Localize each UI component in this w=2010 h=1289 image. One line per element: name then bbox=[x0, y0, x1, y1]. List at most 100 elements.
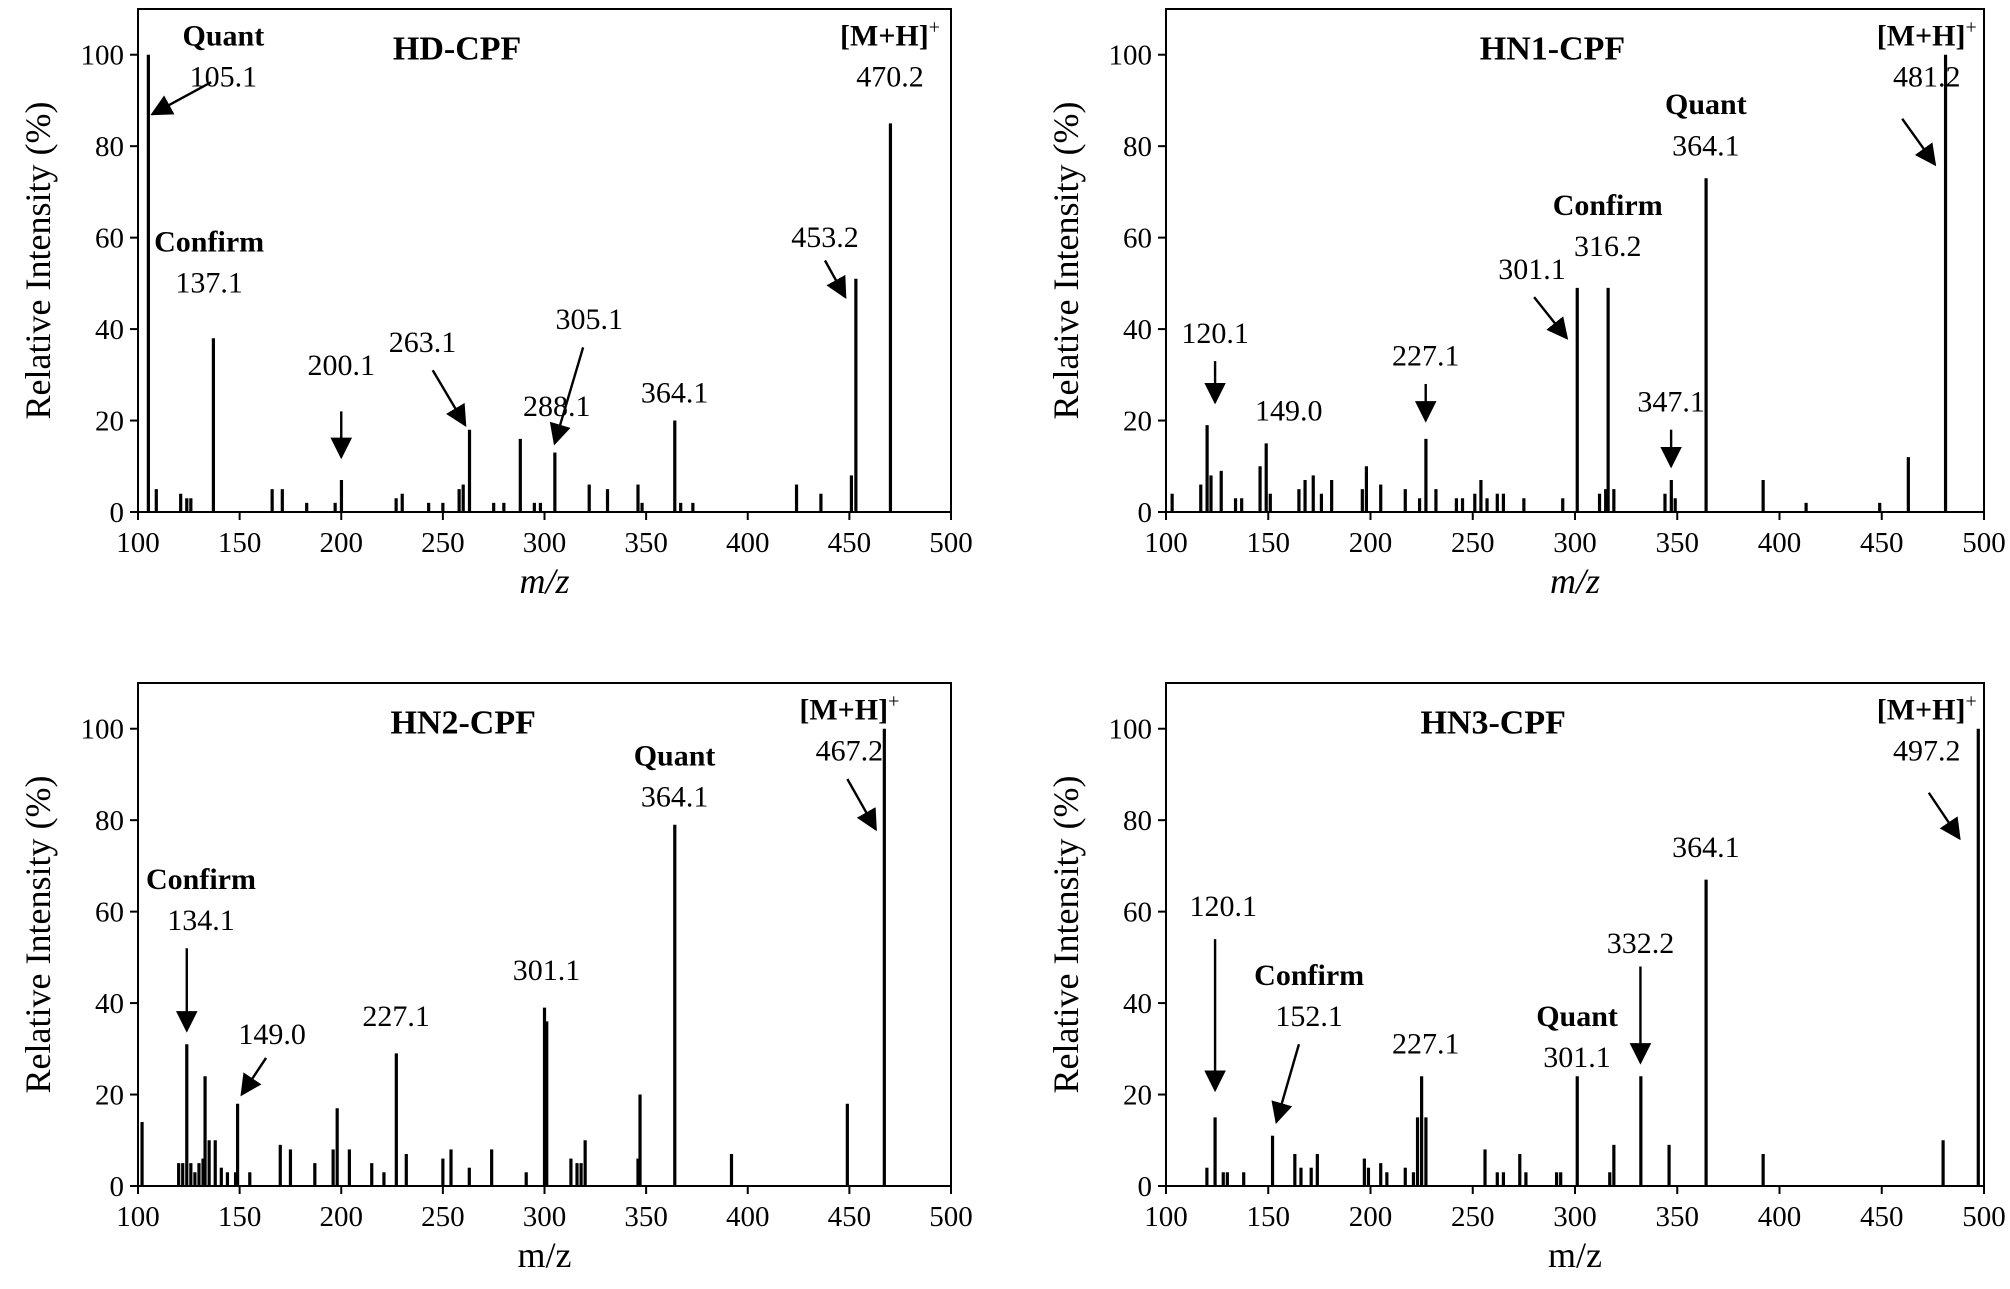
x-tick-label: 150 bbox=[1247, 527, 1291, 559]
annotation-mz-label: 453.2 bbox=[791, 221, 859, 254]
annotation-bold-label: [M+H]+ bbox=[1877, 691, 1977, 727]
spectrum-panel: 0 20 40 60 80 100 100 150 200 250 300 350 400 450 500 m… bbox=[18, 8, 973, 601]
x-tick-label: 250 bbox=[1451, 1201, 1495, 1233]
plot-frame bbox=[1165, 682, 1985, 1187]
x-tick-label: 300 bbox=[1553, 527, 1597, 559]
annotation-mz-label: 149.0 bbox=[1255, 395, 1323, 428]
annotation-arrow bbox=[1271, 1043, 1301, 1125]
annotation-mz-label: 227.1 bbox=[1392, 1027, 1460, 1060]
annotation-mz-label: 120.1 bbox=[1190, 890, 1258, 923]
y-tick-label: 20 bbox=[95, 1080, 124, 1112]
x-axis-label: m/z bbox=[1550, 561, 1600, 601]
panel-title: HN2-CPF bbox=[390, 704, 535, 741]
y-tick-label: 40 bbox=[1123, 988, 1152, 1020]
x-axis-label: m/z bbox=[518, 1235, 572, 1275]
annotation-mz-label: 263.1 bbox=[389, 326, 457, 359]
annotation-bold-label: [M+H]+ bbox=[1877, 17, 1977, 53]
annotation-mz-label: 467.2 bbox=[816, 735, 884, 768]
annotation-mz-label: 288.1 bbox=[523, 390, 591, 423]
x-tick-label: 300 bbox=[523, 1201, 567, 1233]
annotation-bold-label: [M+H]+ bbox=[840, 17, 940, 53]
annotation-arrow bbox=[823, 259, 847, 299]
annotation-mz-label: 497.2 bbox=[1893, 735, 1961, 768]
annotation-bold-label: Confirm bbox=[146, 863, 256, 896]
spectrum-panel: 0 20 40 60 80 100 100 150 200 250 300 350 400 450 500 m… bbox=[18, 682, 973, 1275]
x-tick-label: 300 bbox=[523, 527, 567, 559]
annotation-mz-label: 200.1 bbox=[308, 349, 376, 382]
x-axis-label: m/z bbox=[519, 561, 569, 601]
annotation-bold-label: Quant bbox=[634, 739, 716, 772]
annotation-mz-label: 120.1 bbox=[1181, 317, 1249, 350]
x-tick-label: 200 bbox=[320, 1201, 364, 1233]
x-tick-label: 300 bbox=[1553, 1201, 1597, 1233]
annotation-mz-label: 134.1 bbox=[167, 904, 235, 937]
x-tick-label: 100 bbox=[116, 527, 160, 559]
annotation-mz-label: 470.2 bbox=[856, 61, 924, 94]
annotation-arrow bbox=[1901, 118, 1937, 167]
annotation-arrow bbox=[240, 1057, 268, 1097]
x-tick-label: 100 bbox=[116, 1201, 160, 1233]
annotation-mz-label: 227.1 bbox=[362, 1000, 430, 1033]
x-tick-label: 500 bbox=[929, 527, 973, 559]
y-tick-label: 100 bbox=[81, 714, 125, 746]
x-tick-label: 150 bbox=[218, 1201, 262, 1233]
y-tick-label: 60 bbox=[1123, 223, 1152, 255]
annotation-mz-label: 152.1 bbox=[1275, 1000, 1343, 1033]
annotation-mz-label: 305.1 bbox=[555, 303, 623, 336]
y-tick-label: 80 bbox=[1123, 131, 1152, 163]
x-tick-label: 400 bbox=[1758, 1201, 1802, 1233]
annotation-arrow bbox=[846, 778, 877, 832]
x-tick-label: 100 bbox=[1144, 527, 1188, 559]
annotation-mz-label: 301.1 bbox=[513, 954, 581, 987]
annotation-arrow bbox=[1927, 792, 1961, 841]
x-axis-label: m/z bbox=[1548, 1235, 1602, 1275]
x-tick-label: 350 bbox=[1656, 1201, 1700, 1233]
y-tick-label: 20 bbox=[1123, 406, 1152, 438]
x-tick-label: 150 bbox=[218, 527, 262, 559]
x-tick-label: 350 bbox=[1656, 527, 1700, 559]
x-tick-label: 500 bbox=[1962, 527, 2006, 559]
annotation-mz-label: 364.1 bbox=[1672, 831, 1740, 864]
annotation-mz-label: 137.1 bbox=[175, 267, 243, 300]
annotation-mz-label: 364.1 bbox=[641, 780, 709, 813]
x-tick-label: 400 bbox=[1758, 527, 1802, 559]
annotation-bold-label: Confirm bbox=[154, 225, 264, 258]
annotation-mz-label: 364.1 bbox=[641, 376, 709, 409]
x-tick-label: 200 bbox=[1349, 527, 1393, 559]
panel-title: HD-CPF bbox=[393, 30, 521, 67]
y-axis-label: Relative Intensity (%) bbox=[18, 102, 58, 420]
x-tick-label: 450 bbox=[828, 1201, 872, 1233]
annotation-arrow bbox=[150, 81, 212, 116]
y-tick-label: 100 bbox=[81, 40, 125, 72]
x-tick-label: 250 bbox=[421, 527, 465, 559]
y-tick-label: 0 bbox=[1138, 1171, 1153, 1203]
x-tick-label: 200 bbox=[320, 527, 364, 559]
annotation-bold-label: Quant bbox=[183, 20, 265, 53]
annotation-mz-label: 227.1 bbox=[1392, 340, 1460, 373]
x-tick-label: 400 bbox=[726, 527, 770, 559]
annotation-mz-label: 149.0 bbox=[238, 1018, 306, 1051]
y-axis-label: Relative Intensity (%) bbox=[18, 776, 58, 1094]
y-tick-label: 100 bbox=[1109, 714, 1153, 746]
y-axis-label: Relative Intensity (%) bbox=[1046, 102, 1086, 420]
annotation-mz-label: 316.2 bbox=[1574, 230, 1642, 263]
y-tick-label: 0 bbox=[110, 497, 125, 529]
annotation-arrow bbox=[431, 369, 467, 427]
y-tick-label: 20 bbox=[1123, 1080, 1152, 1112]
y-tick-label: 60 bbox=[1123, 897, 1152, 929]
x-tick-label: 450 bbox=[828, 527, 872, 559]
y-tick-label: 60 bbox=[95, 897, 124, 929]
spectrum-panel: 0 20 40 60 80 100 100 150 200 250 300 350 400 450 500 m… bbox=[1046, 8, 2006, 601]
x-tick-label: 450 bbox=[1860, 527, 1904, 559]
annotation-mz-label: 481.2 bbox=[1893, 61, 1961, 94]
annotation-mz-label: 332.2 bbox=[1607, 927, 1675, 960]
annotation-mz-label: 301.1 bbox=[1543, 1041, 1611, 1074]
x-tick-label: 500 bbox=[929, 1201, 973, 1233]
y-tick-label: 80 bbox=[95, 805, 124, 837]
annotation-bold-label: Confirm bbox=[1254, 959, 1364, 992]
x-tick-label: 500 bbox=[1962, 1201, 2006, 1233]
x-tick-label: 450 bbox=[1860, 1201, 1904, 1233]
annotation-bold-label: [M+H]+ bbox=[799, 691, 899, 727]
x-tick-label: 350 bbox=[624, 1201, 668, 1233]
